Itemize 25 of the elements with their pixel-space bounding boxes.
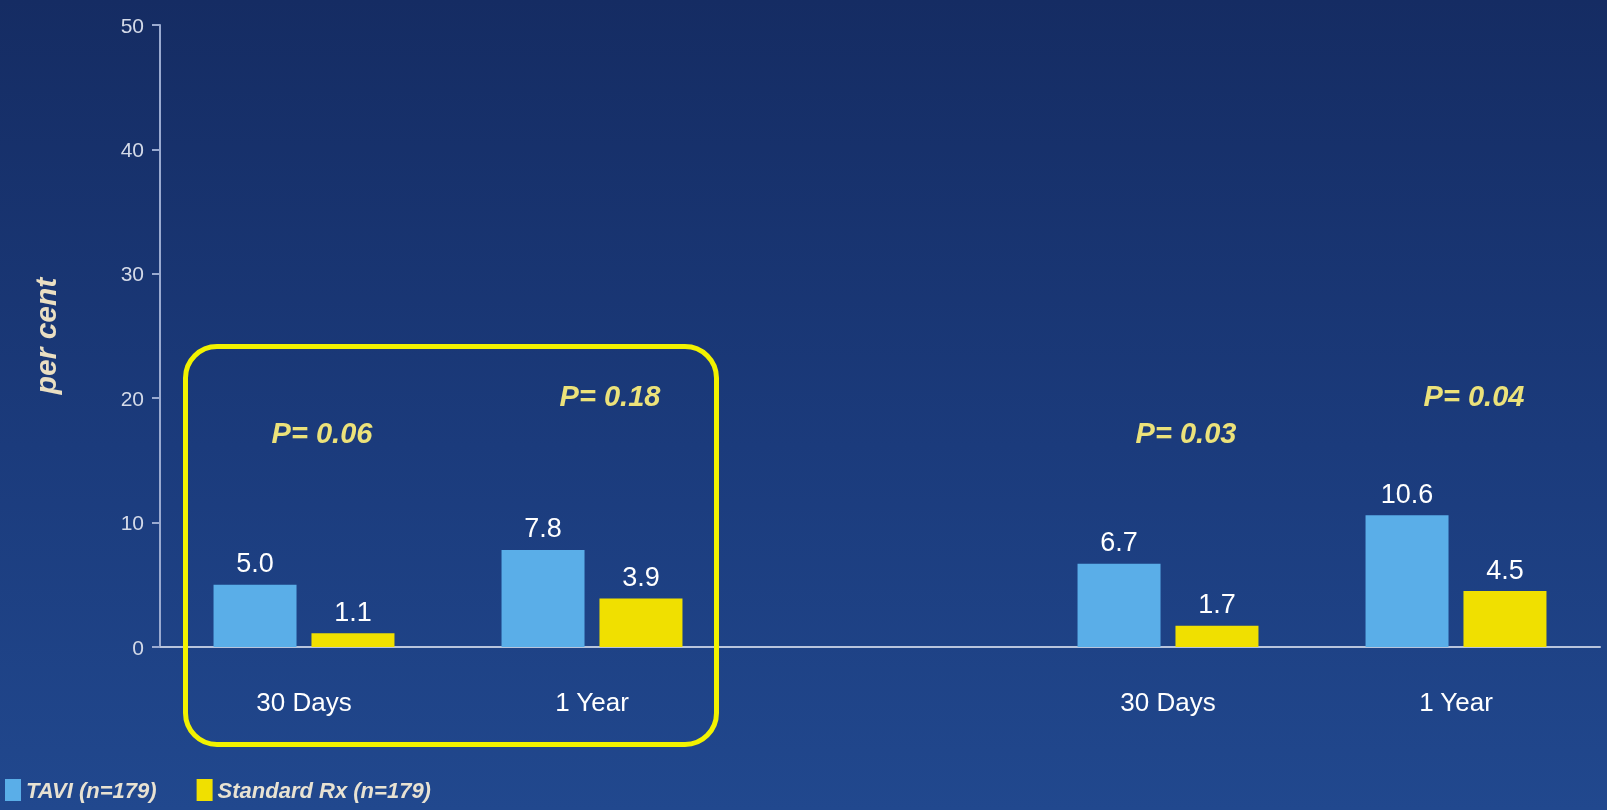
annotation: P= 0.06 [271, 417, 374, 449]
y-tick-label: 20 [120, 386, 144, 410]
data-label: 5.0 [236, 548, 274, 579]
data-label: 1.1 [334, 596, 372, 627]
data-label: 4.5 [1486, 554, 1524, 585]
y-tick-label: 0 [132, 635, 144, 659]
annotation: P= 0.04 [1423, 380, 1525, 412]
legend-label: Standard Rx (n=179) [217, 777, 431, 803]
x-tick-label: 30 Days [1120, 687, 1216, 717]
y-tick-label: 50 [120, 13, 144, 37]
x-tick-label: 30 Days [256, 687, 352, 717]
data-label: 7.8 [524, 513, 562, 544]
data-label: 3.9 [622, 561, 660, 592]
x-tick-label: 1 Year [1419, 687, 1494, 717]
annotation: P= 0.18 [559, 380, 662, 412]
legend-label: TAVI (n=179) [26, 777, 157, 803]
data-label: 1.7 [1198, 589, 1236, 620]
annotation: P= 0.03 [1135, 417, 1237, 449]
y-tick-label: 30 [120, 262, 144, 286]
data-label: 6.7 [1100, 527, 1138, 558]
data-label: 10.6 [1380, 478, 1434, 509]
y-tick-label: 10 [120, 511, 144, 535]
x-tick-label: 1 Year [555, 687, 630, 717]
y-axis-title: per cent [28, 275, 62, 396]
y-tick-label: 40 [120, 137, 144, 161]
